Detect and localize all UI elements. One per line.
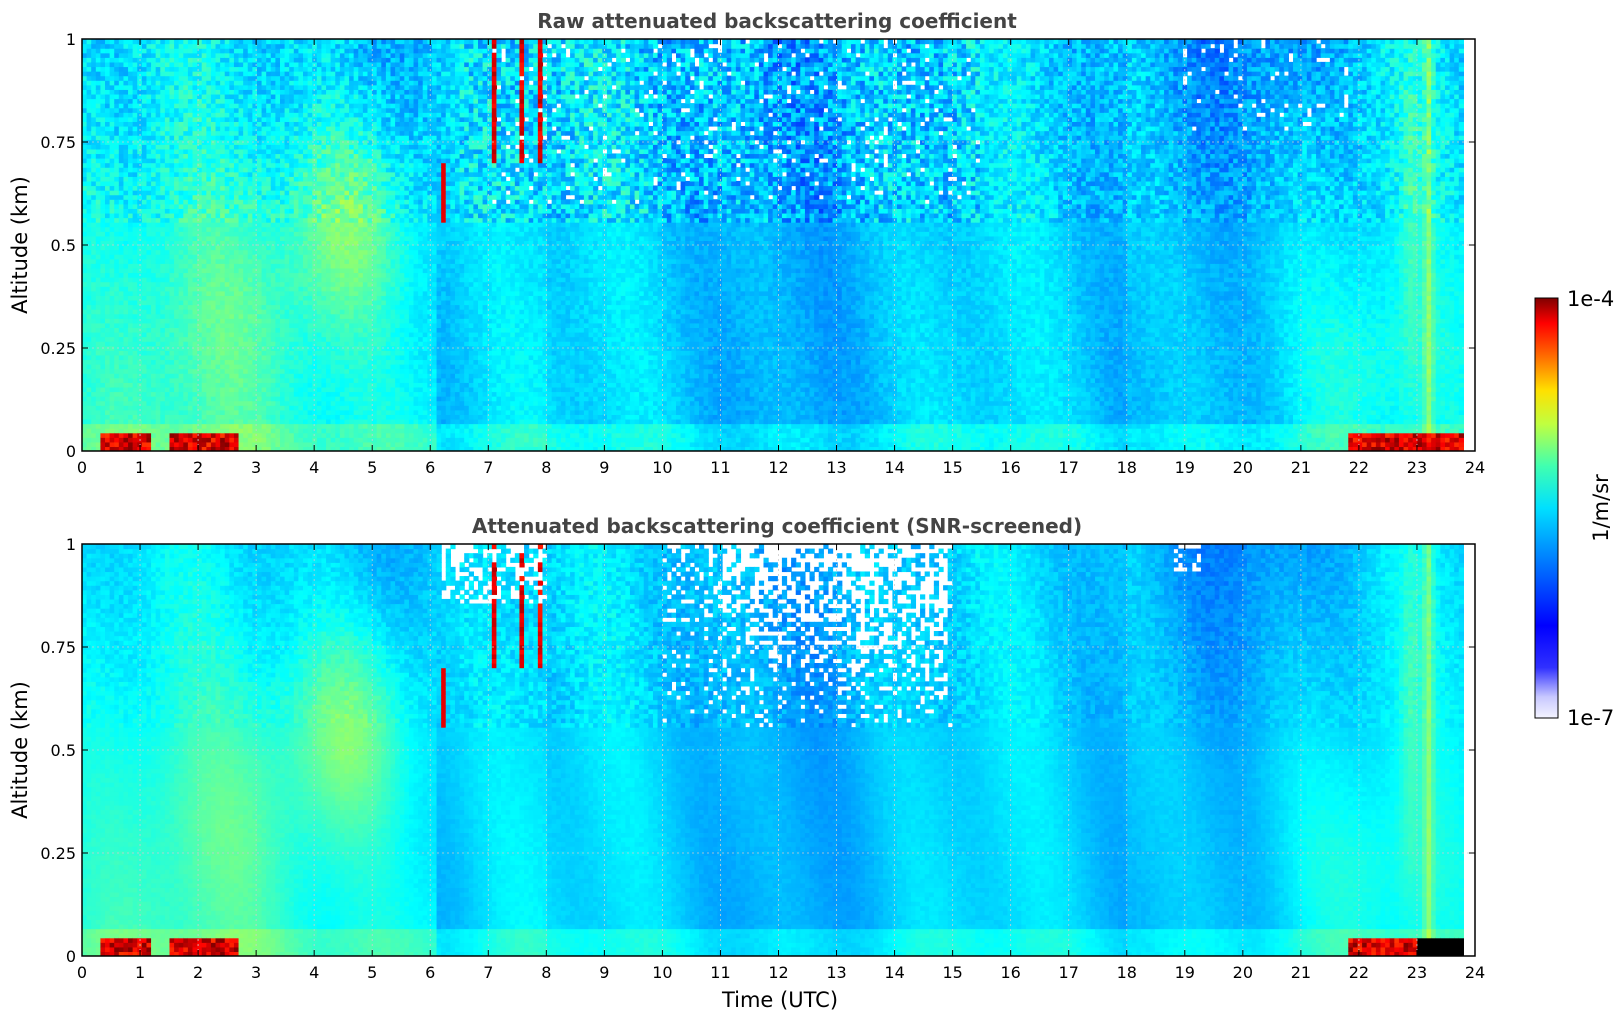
x-tick-label: 8 [541,458,551,477]
x-tick-label: 12 [768,458,788,477]
x-tick-label: 11 [710,963,730,982]
x-tick-label: 11 [710,458,730,477]
x-tick-label: 9 [599,963,609,982]
x-tick-label: 10 [652,963,672,982]
y-tick-label: 1 [66,535,76,554]
y-tick-label: 0.75 [40,638,76,657]
x-tick-label: 21 [1291,963,1311,982]
x-tick-label: 21 [1291,458,1311,477]
snr-y-axis-label: Altitude (km) [8,681,32,819]
x-tick-label: 22 [1349,963,1369,982]
x-tick-label: 7 [483,458,493,477]
x-tick-label: 17 [1059,963,1079,982]
x-tick-label: 3 [251,458,261,477]
x-tick-label: 23 [1407,458,1427,477]
y-tick-label: 0.25 [40,339,76,358]
raw-heatmap [82,39,1464,451]
colorbar-min-label: 1e-7 [1567,706,1614,730]
x-tick-label: 5 [367,458,377,477]
x-tick-label: 6 [425,458,435,477]
x-tick-label: 18 [1117,963,1137,982]
raw-y-axis-label: Altitude (km) [8,176,32,314]
x-tick-label: 9 [599,458,609,477]
y-tick-label: 0.5 [51,741,76,760]
x-tick-label: 3 [251,963,261,982]
x-tick-label: 1 [135,963,145,982]
x-tick-label: 2 [193,458,203,477]
x-tick-label: 4 [309,963,319,982]
x-tick-label: 24 [1465,963,1485,982]
x-tick-label: 19 [1175,458,1195,477]
snr-heatmap [82,544,1464,956]
raw-x-ticks: 0 1 2 3 4 5 6 7 8 9 10 11 12 13 14 15 16 17 18 19 20 21 22 23 24 [77,39,1485,477]
x-tick-label: 0 [77,963,87,982]
x-tick-label: 13 [826,458,846,477]
snr-panel-title: Attenuated backscattering coefficient (S… [472,514,1082,538]
x-tick-label: 15 [942,963,962,982]
x-tick-label: 24 [1465,458,1485,477]
raw-panel-title: Raw attenuated backscattering coefficien… [537,9,1017,33]
x-tick-label: 16 [1000,458,1020,477]
y-tick-label: 0.25 [40,844,76,863]
colorbar-gradient [1534,297,1559,719]
raw-y-ticks: 0 0.25 0.5 0.75 1 [40,30,1475,461]
raw-backscatter-panel: Raw attenuated backscattering coefficien… [8,9,1485,477]
snr-y-ticks: 0 0.25 0.5 0.75 1 [40,535,1475,966]
snr-gridlines [82,544,1475,956]
colorbar-max-label: 1e-4 [1567,287,1614,311]
snr-heatmap-cells [82,544,1464,956]
raw-heatmap-cells [82,39,1464,451]
x-tick-label: 15 [942,458,962,477]
y-tick-label: 0.5 [51,236,76,255]
x-tick-label: 14 [884,458,904,477]
x-tick-label: 22 [1349,458,1369,477]
x-tick-label: 6 [425,963,435,982]
x-tick-label: 4 [309,458,319,477]
snr-screened-panel: Attenuated backscattering coefficient (S… [8,514,1485,1012]
x-tick-label: 5 [367,963,377,982]
x-tick-label: 0 [77,458,87,477]
x-tick-label: 8 [541,963,551,982]
y-tick-label: 0 [66,442,76,461]
y-tick-label: 0.75 [40,133,76,152]
x-tick-label: 13 [826,963,846,982]
snr-x-ticks: 0 1 2 3 4 5 6 7 8 9 10 11 12 13 14 15 16 17 18 19 20 21 22 23 24 [77,544,1485,982]
x-tick-label: 19 [1175,963,1195,982]
x-tick-label: 1 [135,458,145,477]
x-tick-label: 2 [193,963,203,982]
raw-gridlines [82,39,1475,451]
x-tick-label: 7 [483,963,493,982]
x-tick-label: 20 [1233,458,1253,477]
x-tick-label: 17 [1059,458,1079,477]
colorbar-unit-label: 1/m/sr [1589,474,1613,542]
x-tick-label: 20 [1233,963,1253,982]
x-axis-label: Time (UTC) [721,988,838,1012]
x-tick-label: 23 [1407,963,1427,982]
x-tick-label: 14 [884,963,904,982]
colorbar: 1e-4 1e-7 1/m/sr [1534,287,1614,730]
x-tick-label: 16 [1000,963,1020,982]
y-tick-label: 1 [66,30,76,49]
x-tick-label: 10 [652,458,672,477]
x-tick-label: 12 [768,963,788,982]
x-tick-label: 18 [1117,458,1137,477]
y-tick-label: 0 [66,947,76,966]
